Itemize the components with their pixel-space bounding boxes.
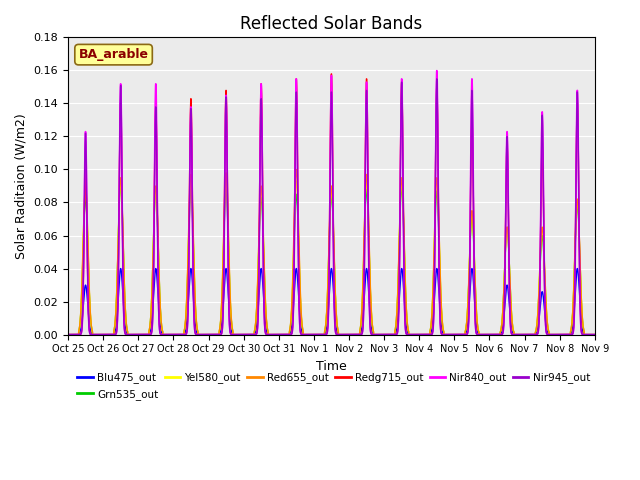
Yel580_out (449, 332, 457, 337)
Grn535_out (590, 332, 598, 337)
Redg715_out (328, 71, 335, 77)
Yel580_out (420, 332, 428, 337)
Nir945_out (433, 76, 440, 82)
Blu475_out (64, 332, 72, 337)
Nir945_out (159, 332, 166, 337)
Red655_out (591, 332, 598, 337)
Line: Blu475_out: Blu475_out (68, 269, 595, 335)
Line: Red655_out: Red655_out (68, 169, 595, 335)
Yel580_out (433, 177, 440, 182)
Line: Nir945_out: Nir945_out (68, 79, 595, 335)
Yel580_out (590, 332, 598, 337)
Grn535_out (312, 332, 319, 337)
Red655_out (64, 332, 72, 337)
Blu475_out (116, 266, 124, 272)
Nir840_out (591, 332, 598, 337)
Redg715_out (312, 332, 319, 337)
Nir840_out (449, 332, 457, 337)
Red655_out (590, 332, 598, 337)
Line: Redg715_out: Redg715_out (68, 74, 595, 335)
Redg715_out (479, 332, 487, 337)
Blu475_out (420, 332, 428, 337)
Grn535_out (591, 332, 598, 337)
Line: Yel580_out: Yel580_out (68, 180, 595, 335)
Red655_out (159, 329, 166, 335)
Yel580_out (159, 329, 166, 335)
Blu475_out (159, 332, 166, 337)
Nir840_out (420, 332, 428, 337)
Grn535_out (159, 332, 166, 337)
Nir840_out (590, 332, 598, 337)
Nir945_out (590, 332, 598, 337)
Nir840_out (312, 332, 319, 337)
Redg715_out (449, 332, 457, 337)
Title: Reflected Solar Bands: Reflected Solar Bands (240, 15, 422, 33)
Blu475_out (591, 332, 598, 337)
Grn535_out (116, 180, 124, 186)
Grn535_out (64, 332, 72, 337)
Yel580_out (312, 332, 319, 337)
Yel580_out (479, 332, 487, 337)
Y-axis label: Solar Raditaion (W/m2): Solar Raditaion (W/m2) (15, 113, 28, 259)
Yel580_out (64, 332, 72, 337)
Nir840_out (159, 332, 166, 337)
Redg715_out (590, 332, 598, 337)
Red655_out (292, 167, 300, 172)
Red655_out (312, 332, 319, 337)
Redg715_out (159, 332, 166, 337)
Blu475_out (312, 332, 319, 337)
Grn535_out (420, 332, 428, 337)
Nir945_out (64, 332, 72, 337)
Text: BA_arable: BA_arable (79, 48, 148, 61)
Line: Grn535_out: Grn535_out (68, 183, 595, 335)
Nir945_out (591, 332, 598, 337)
X-axis label: Time: Time (316, 360, 347, 373)
Red655_out (479, 332, 487, 337)
Legend: Blu475_out, Grn535_out, Yel580_out, Red655_out, Redg715_out, Nir840_out, Nir945_: Blu475_out, Grn535_out, Yel580_out, Red6… (73, 368, 594, 404)
Line: Nir840_out: Nir840_out (68, 71, 595, 335)
Nir840_out (64, 332, 72, 337)
Nir840_out (479, 332, 487, 337)
Nir840_out (433, 68, 440, 73)
Red655_out (449, 332, 457, 337)
Grn535_out (479, 332, 487, 337)
Redg715_out (591, 332, 598, 337)
Redg715_out (420, 332, 428, 337)
Yel580_out (591, 332, 598, 337)
Nir945_out (479, 332, 487, 337)
Nir945_out (420, 332, 428, 337)
Nir945_out (312, 332, 319, 337)
Blu475_out (479, 332, 487, 337)
Blu475_out (449, 332, 457, 337)
Grn535_out (449, 332, 457, 337)
Red655_out (420, 332, 428, 337)
Blu475_out (590, 332, 598, 337)
Redg715_out (64, 332, 72, 337)
Nir945_out (449, 332, 457, 337)
